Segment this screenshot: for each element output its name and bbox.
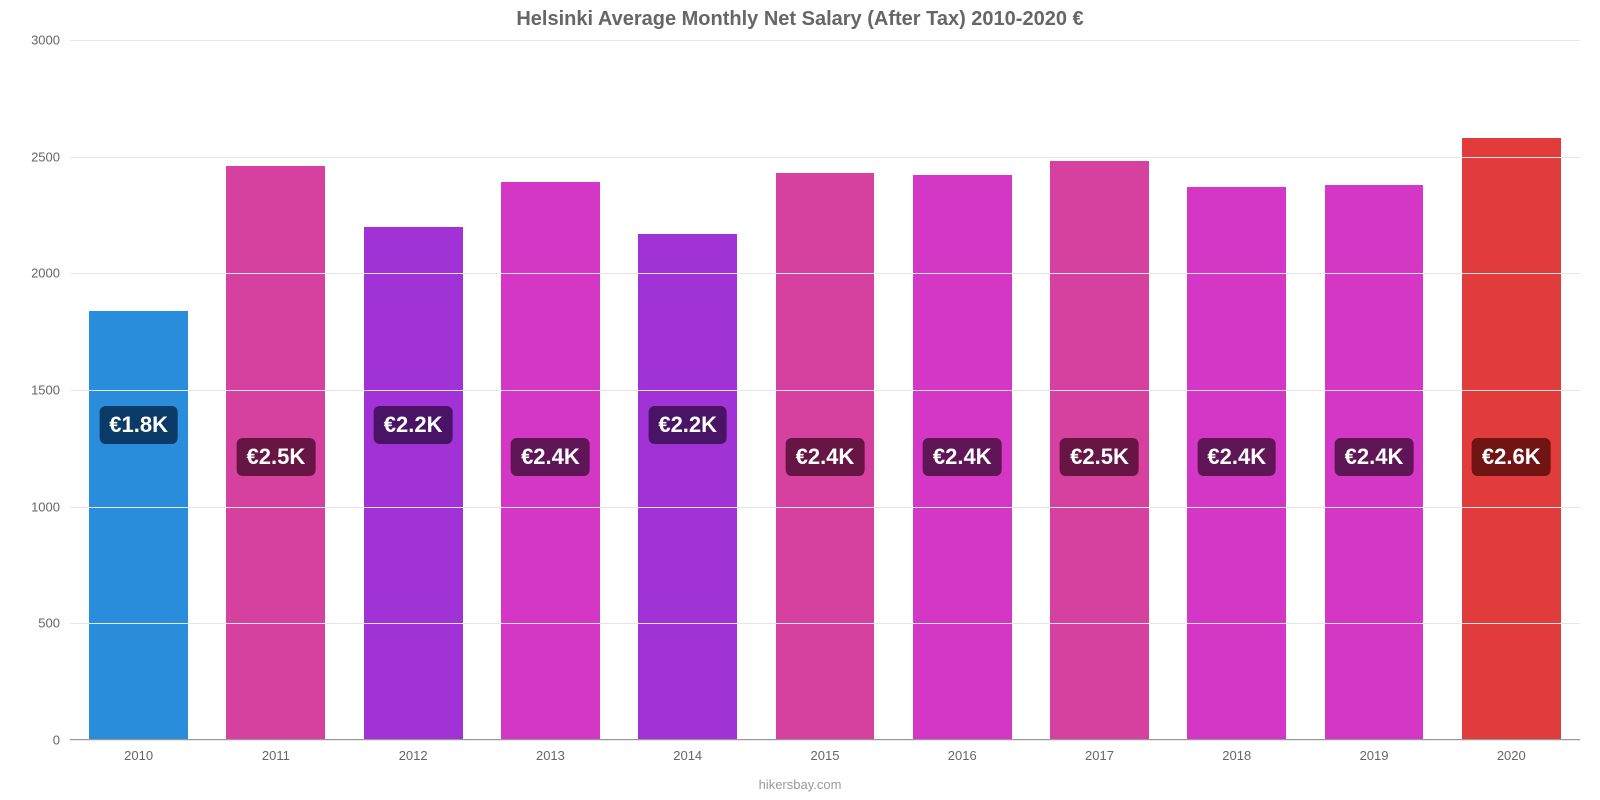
x-tick-label: 2013 xyxy=(482,740,619,763)
grid-line xyxy=(70,273,1580,274)
bar-value-label: €2.5K xyxy=(1060,438,1139,476)
bar: €2.5K xyxy=(226,166,325,740)
bar-value-label: €2.4K xyxy=(511,438,590,476)
salary-bar-chart: Helsinki Average Monthly Net Salary (Aft… xyxy=(0,0,1600,800)
bar: €2.4K xyxy=(913,175,1012,740)
bar: €2.2K xyxy=(638,234,737,740)
x-tick-label: 2011 xyxy=(207,740,344,763)
bar: €2.5K xyxy=(1050,161,1149,740)
x-tick-label: 2014 xyxy=(619,740,756,763)
bar-value-label: €2.4K xyxy=(786,438,865,476)
y-tick-label: 500 xyxy=(38,616,70,631)
bar: €2.4K xyxy=(1187,187,1286,740)
plot-area: €1.8K €2.5K €2.2K €2.4K €2.2K €2.4K €2.4K €2.5K… xyxy=(70,40,1580,740)
grid-line xyxy=(70,623,1580,624)
x-tick-label: 2016 xyxy=(894,740,1031,763)
grid-line xyxy=(70,390,1580,391)
bar-value-label: €2.2K xyxy=(374,406,453,444)
x-tick-label: 2020 xyxy=(1443,740,1580,763)
bar: €2.4K xyxy=(1325,185,1424,740)
bar: €2.2K xyxy=(364,227,463,740)
bar-value-label: €2.6K xyxy=(1472,438,1551,476)
attribution-text: hikersbay.com xyxy=(0,777,1600,792)
y-tick-label: 1000 xyxy=(31,499,70,514)
bar-value-label: €2.2K xyxy=(648,406,727,444)
x-tick-label: 2012 xyxy=(345,740,482,763)
x-tick-label: 2019 xyxy=(1305,740,1442,763)
bar-value-label: €2.4K xyxy=(1335,438,1414,476)
y-tick-label: 2000 xyxy=(31,266,70,281)
x-tick-label: 2015 xyxy=(756,740,893,763)
x-tick-label: 2018 xyxy=(1168,740,1305,763)
bar-value-label: €1.8K xyxy=(99,406,178,444)
y-tick-label: 1500 xyxy=(31,383,70,398)
x-tick-label: 2017 xyxy=(1031,740,1168,763)
x-axis: 2010201120122013201420152016201720182019… xyxy=(70,740,1580,763)
bar: €2.4K xyxy=(776,173,875,740)
bar-value-label: €2.4K xyxy=(923,438,1002,476)
y-tick-label: 2500 xyxy=(31,149,70,164)
grid-line xyxy=(70,40,1580,41)
x-tick-label: 2010 xyxy=(70,740,207,763)
bar: €2.6K xyxy=(1462,138,1561,740)
bar-value-label: €2.4K xyxy=(1197,438,1276,476)
y-tick-label: 3000 xyxy=(31,33,70,48)
bar: €1.8K xyxy=(89,311,188,740)
bar: €2.4K xyxy=(501,182,600,740)
y-tick-label: 0 xyxy=(53,733,70,748)
chart-title: Helsinki Average Monthly Net Salary (Aft… xyxy=(0,8,1600,31)
bar-value-label: €2.5K xyxy=(237,438,316,476)
grid-line xyxy=(70,157,1580,158)
grid-line xyxy=(70,507,1580,508)
